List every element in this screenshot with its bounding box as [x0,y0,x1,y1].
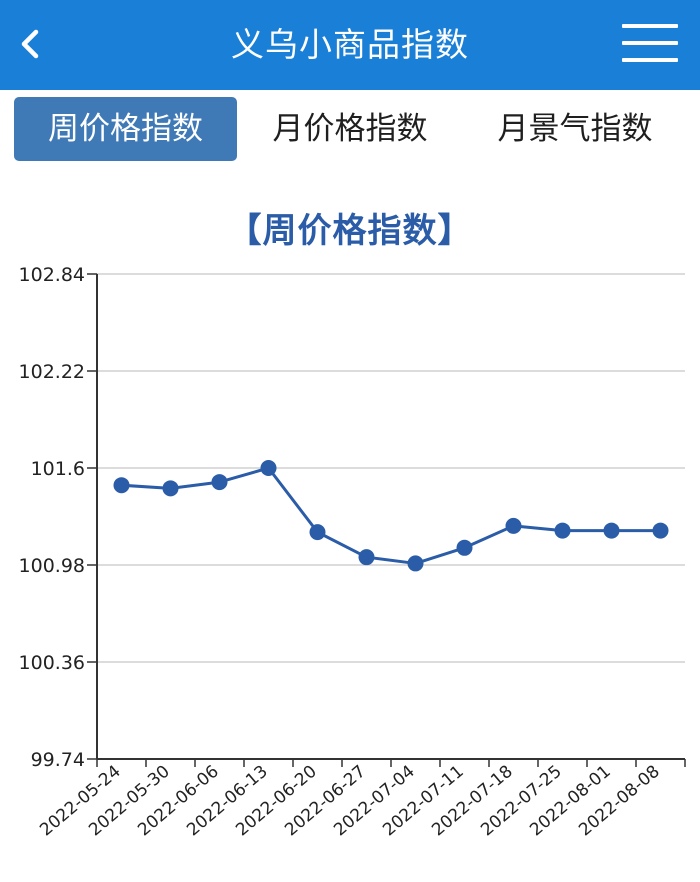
data-point [505,517,522,534]
data-point [358,549,375,566]
chart-title: 【周价格指数】 [227,211,473,251]
series-line [121,466,661,565]
y-tick-label: 101.6 [31,458,85,480]
data-point [456,539,473,556]
data-point [113,477,130,494]
data-point [309,524,326,541]
y-tick-label: 100.36 [19,652,85,674]
y-tick-label: 100.98 [19,555,85,577]
data-point [407,555,424,572]
tab-monthly-price-index[interactable]: 月价格指数 [272,111,428,147]
tab-bar: 周价格指数 月价格指数 月景气指数 [0,90,700,170]
data-point [603,522,620,539]
chevron-left-icon [21,29,39,59]
y-tick-label: 102.84 [19,264,85,286]
back-button[interactable] [10,22,50,66]
data-point [554,522,571,539]
hamburger-menu-icon[interactable] [620,20,680,66]
y-tick-label: 102.22 [19,361,85,383]
tab-monthly-prosperity-index[interactable]: 月景气指数 [497,111,653,147]
data-point [162,480,179,497]
y-tick-label: 99.74 [31,749,85,771]
tab-weekly-price-index[interactable]: 周价格指数 [14,97,237,161]
data-point [260,460,277,476]
data-point [211,474,228,491]
data-point [652,522,669,539]
